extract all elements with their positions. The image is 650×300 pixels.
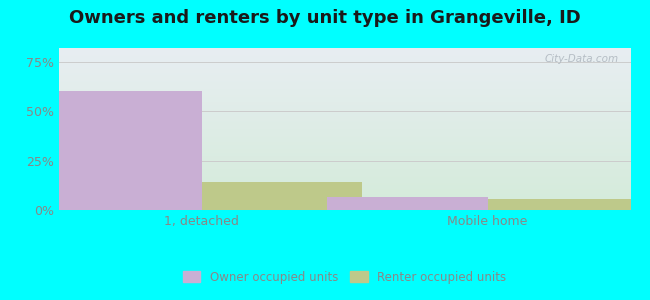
Text: Owners and renters by unit type in Grangeville, ID: Owners and renters by unit type in Grang… bbox=[69, 9, 581, 27]
Bar bbox=[202, 182, 361, 210]
Legend: Owner occupied units, Renter occupied units: Owner occupied units, Renter occupied un… bbox=[178, 266, 511, 288]
Text: City-Data.com: City-Data.com bbox=[545, 55, 619, 64]
Bar bbox=[488, 199, 647, 210]
Bar bbox=[328, 197, 488, 210]
Bar bbox=[42, 92, 202, 210]
